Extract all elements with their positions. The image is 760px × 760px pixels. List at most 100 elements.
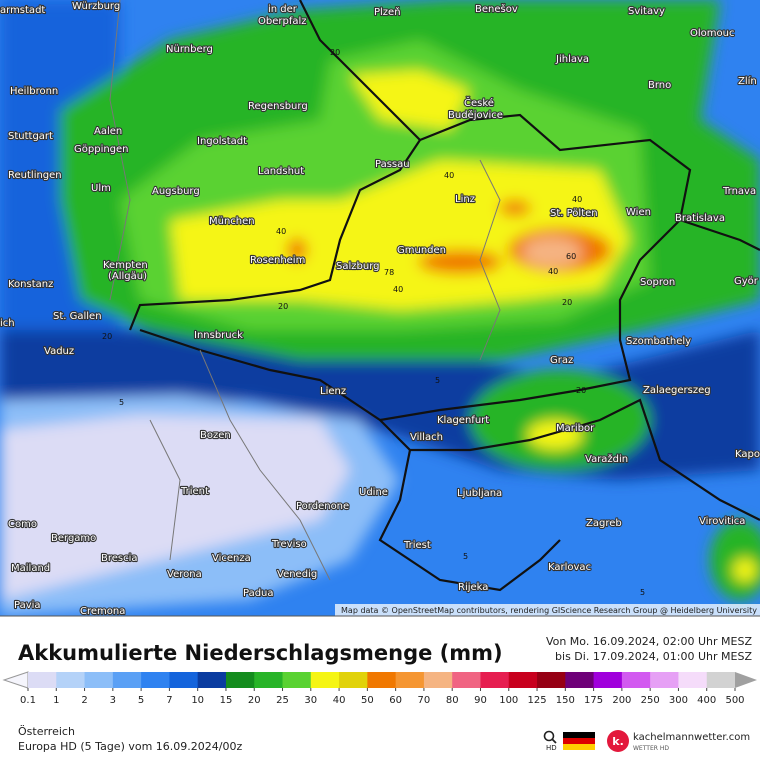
city-label: Vicenza xyxy=(212,553,251,564)
city-label: Brno xyxy=(648,80,671,91)
city-label: Svitavy xyxy=(628,6,665,17)
legend-label: 175 xyxy=(584,695,603,706)
city-label: Udine xyxy=(359,487,388,498)
legend: 0.1 1 2 3 5 7 10 15 20 25 30 40 50 60 70 80 90 100 125 150 1… xyxy=(2,671,757,706)
legend-label: 150 xyxy=(556,695,575,706)
city-label: Vaduz xyxy=(44,346,74,357)
city-label: Olomouc xyxy=(690,28,734,39)
legend-swatch xyxy=(480,672,510,688)
city-label: Graz xyxy=(550,355,573,366)
site[interactable]: kachelmannwetter.com xyxy=(633,732,750,743)
city-label: Verona xyxy=(167,569,202,580)
contour-label: 78 xyxy=(384,268,394,277)
city-label: Wien xyxy=(626,207,651,218)
flag-red xyxy=(563,738,595,744)
contour-labels: 20 40 40 40 60 40 78 40 20 20 20 5 5 20 5 5 xyxy=(102,48,645,597)
region: Österreich xyxy=(18,725,75,738)
city-label: Como xyxy=(8,519,37,530)
contour-label: 20 xyxy=(562,298,572,307)
city-label: Brescia xyxy=(101,553,138,564)
city-label: Lienz xyxy=(320,386,346,397)
contour-label: 40 xyxy=(393,285,403,294)
legend-swatch xyxy=(141,672,170,688)
brand: WETTER HD xyxy=(633,745,669,752)
legend-swatch xyxy=(621,672,651,688)
city-label: Mailand xyxy=(11,563,50,574)
hd-label: HD xyxy=(546,744,557,752)
contour-label: 5 xyxy=(435,376,440,385)
period-from: Von Mo. 16.09.2024, 02:00 Uhr MESZ xyxy=(546,635,753,648)
city-label: St. Pölten xyxy=(550,208,598,219)
legend-swatch xyxy=(282,672,312,688)
contour-label: 60 xyxy=(566,252,576,261)
legend-label: 125 xyxy=(527,695,546,706)
legend-swatch xyxy=(197,672,227,688)
contour-label: 5 xyxy=(640,588,645,597)
city-label: Kapo xyxy=(735,449,760,460)
legend-label: 15 xyxy=(220,695,233,706)
logo[interactable] xyxy=(607,730,629,752)
legend-label: 50 xyxy=(361,695,374,706)
city-label: Rosenheim xyxy=(250,255,305,266)
city-label: Venedig xyxy=(277,569,317,580)
flag-black[interactable] xyxy=(563,732,595,738)
legend-label: 3 xyxy=(110,695,116,706)
attribution: Map data © OpenStreetMap contributors, r… xyxy=(341,606,757,615)
city-label: Salzburg xyxy=(336,261,379,272)
flag-gold xyxy=(563,744,595,750)
legend-swatch xyxy=(339,672,368,688)
city-label: Bergamo xyxy=(51,533,96,544)
city-label: Reutlingen xyxy=(8,170,62,181)
legend-label: 0.1 xyxy=(20,695,36,706)
city-label: Cremona xyxy=(80,606,125,617)
city-label: Zalaegerszeg xyxy=(643,385,711,396)
city-label: Budějovice xyxy=(448,109,503,121)
city-label: Augsburg xyxy=(152,186,200,197)
city-label: in der xyxy=(268,4,298,15)
city-label: St. Gallen xyxy=(53,311,102,322)
contour-label: 40 xyxy=(276,227,286,236)
legend-swatch xyxy=(56,672,86,688)
legend-label: 80 xyxy=(446,695,459,706)
city-label: Triest xyxy=(403,540,431,551)
legend-label: 250 xyxy=(641,695,660,706)
hd-icon-handle xyxy=(551,738,557,744)
city-label: Konstanz xyxy=(8,279,53,290)
city-label: České xyxy=(464,96,494,109)
contour-label: 20 xyxy=(330,48,340,57)
city-label: Szombathely xyxy=(626,336,691,347)
contour-label: 40 xyxy=(548,267,558,276)
legend-swatch xyxy=(452,672,481,688)
legend-label: 20 xyxy=(248,695,261,706)
borders xyxy=(128,0,760,592)
title: Akkumulierte Niederschlagsmenge (mm) xyxy=(18,641,503,665)
city-label: Heilbronn xyxy=(10,86,58,97)
city-label: Varaždin xyxy=(585,453,628,465)
legend-label: 7 xyxy=(166,695,172,706)
legend-swatch xyxy=(565,672,595,688)
period-to: bis Di. 17.09.2024, 01:00 Uhr MESZ xyxy=(555,650,752,663)
city-label: Zagreb xyxy=(586,518,622,529)
regions xyxy=(109,0,501,581)
city-label: ich xyxy=(0,318,15,329)
legend-label: 10 xyxy=(191,695,204,706)
city-label: Sopron xyxy=(640,277,675,288)
city-label: Würzburg xyxy=(72,1,120,12)
city-label: Padua xyxy=(243,588,274,599)
legend-swatch xyxy=(423,672,453,688)
city-label: Ingolstadt xyxy=(197,136,247,147)
legend-label: 70 xyxy=(418,695,431,706)
contour-label: 40 xyxy=(572,195,582,204)
city-label: Virovitica xyxy=(699,516,745,527)
legend-swatch xyxy=(28,672,57,688)
city-label: Bratislava xyxy=(675,213,725,224)
legend-swatch xyxy=(678,672,708,688)
legend-swatch xyxy=(225,672,255,688)
city-label: Linz xyxy=(455,194,475,205)
city-label: Klagenfurt xyxy=(437,415,489,426)
legend-label: 25 xyxy=(276,695,289,706)
legend-swatch xyxy=(593,672,623,688)
city-label: Trient xyxy=(180,486,209,497)
city-label: Regensburg xyxy=(248,101,308,112)
hd-icon[interactable] xyxy=(543,730,555,742)
